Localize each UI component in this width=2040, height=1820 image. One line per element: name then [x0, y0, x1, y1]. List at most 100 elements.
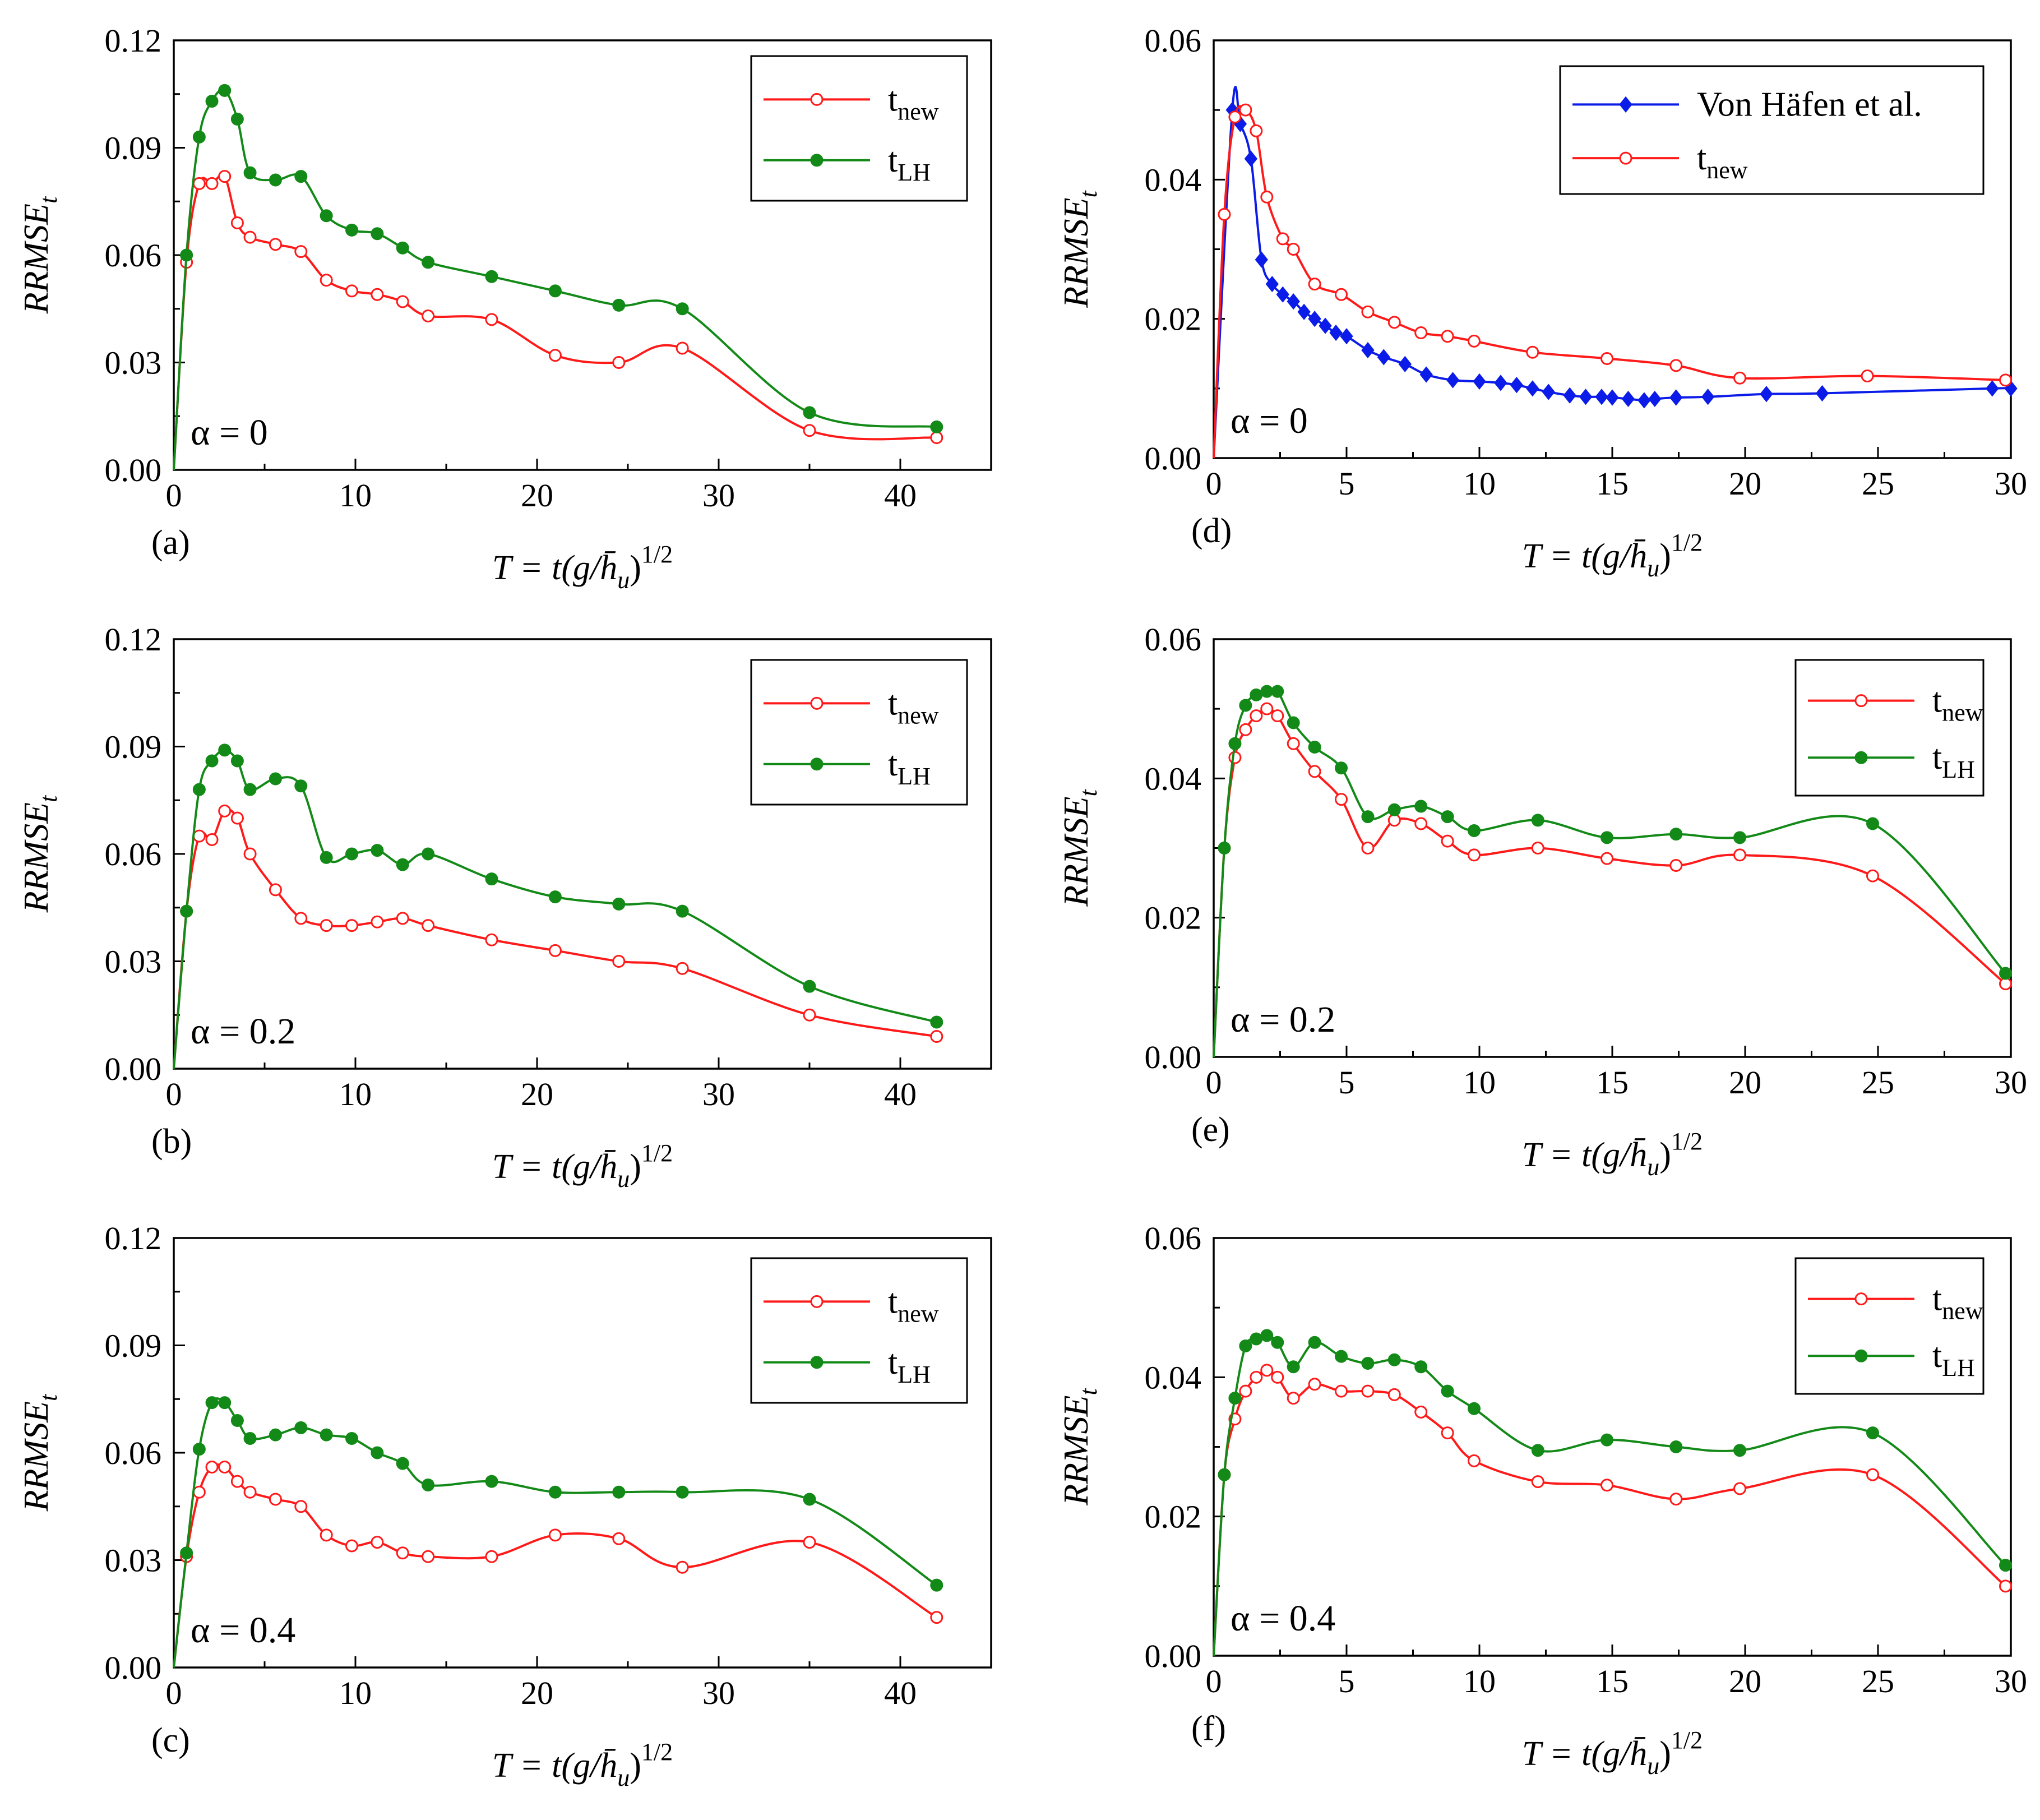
x-axis-title: T = t(g/h̄u)1/2	[1522, 1128, 1703, 1181]
x-tick-label: 10	[1463, 465, 1496, 502]
data-point	[180, 904, 193, 918]
data-point	[1319, 317, 1332, 334]
legend-marker	[810, 696, 824, 710]
legend-box	[750, 55, 968, 202]
y-tick-label: 0.00	[1145, 1638, 1202, 1674]
data-point	[803, 1493, 816, 1506]
data-point	[1866, 817, 1880, 830]
x-axis-title: T = t(g/h̄u)1/2	[1522, 529, 1703, 582]
data-point	[320, 209, 333, 223]
data-point	[803, 1536, 816, 1549]
data-point	[1228, 751, 1242, 764]
data-point	[1250, 124, 1263, 137]
data-point	[1531, 1475, 1544, 1489]
data-point	[1999, 977, 2013, 991]
data-point	[1414, 800, 1428, 813]
x-tick-label: 15	[1596, 465, 1629, 502]
x-tick-label: 20	[1729, 1064, 1761, 1101]
data-point	[320, 1428, 333, 1442]
series-tLH	[173, 1396, 943, 1668]
y-tick-label: 0.04	[1145, 760, 1202, 797]
chart-panel-f: 0 5 10 15 20 25 30 0.00 0.02 0.04 0.06 RRMSEt T = t(…	[1057, 1220, 2027, 1780]
x-tick-label: 30	[702, 1076, 735, 1112]
data-point	[1218, 842, 1231, 854]
data-point	[612, 1485, 626, 1499]
y-axis-title: RRMSEt	[17, 196, 62, 314]
series-tnew	[1213, 702, 2013, 1057]
data-point	[1999, 1579, 2013, 1593]
data-point	[1999, 1559, 2013, 1572]
series-tnew	[173, 170, 943, 470]
x-tick-label: 30	[1995, 1064, 2027, 1101]
data-point	[1308, 311, 1321, 327]
data-point	[1579, 389, 1593, 405]
x-axis-title: T = t(g/h̄u)1/2	[1522, 1726, 1703, 1780]
series-line	[1213, 687, 2006, 1057]
data-point	[1340, 328, 1353, 345]
data-point	[1473, 373, 1486, 390]
data-point	[1271, 709, 1284, 723]
data-point	[930, 420, 943, 433]
data-point	[1260, 1329, 1274, 1342]
x-tick-label: 0	[1206, 1663, 1222, 1699]
data-point	[1387, 1388, 1401, 1401]
alpha-annotation: α = 0.4	[1231, 1598, 1335, 1639]
x-tick-label: 10	[1463, 1064, 1496, 1101]
data-point	[1250, 1370, 1263, 1384]
x-axis-title: T = t(g/h̄u)1/2	[492, 1738, 673, 1791]
data-point	[1361, 341, 1375, 359]
data-point	[676, 962, 689, 975]
data-point	[612, 1532, 626, 1545]
data-point	[1733, 848, 1747, 862]
data-point	[1419, 366, 1433, 383]
x-tick-label: 15	[1596, 1064, 1629, 1101]
data-point	[1335, 1350, 1348, 1363]
data-point	[192, 1485, 206, 1499]
x-tick-label: 30	[1995, 1663, 2027, 1699]
y-tick-label: 0.06	[105, 237, 162, 274]
data-point	[1250, 709, 1263, 723]
data-point	[1308, 1336, 1321, 1349]
data-point	[218, 84, 232, 97]
data-point	[1287, 737, 1300, 750]
data-point	[1239, 1339, 1252, 1352]
data-point	[1669, 859, 1683, 872]
chart-panel-d: 0 5 10 15 20 25 30 0.00 0.02 0.04 0.06 RRMSEt T = t(…	[1057, 22, 2027, 582]
data-point	[1218, 207, 1231, 221]
alpha-annotation: α = 0	[1231, 400, 1308, 441]
legend-marker	[810, 1356, 824, 1369]
x-tick-label: 25	[1862, 465, 1894, 502]
data-point	[1329, 324, 1343, 341]
data-point	[1815, 385, 1829, 402]
data-point	[371, 1446, 384, 1459]
data-point	[1308, 740, 1321, 754]
series-tnew	[1213, 1364, 2013, 1656]
data-point	[230, 1475, 244, 1488]
data-point	[676, 302, 689, 316]
data-point	[1239, 1384, 1252, 1398]
data-point	[320, 919, 333, 932]
data-point	[422, 256, 435, 269]
data-point	[1414, 1360, 1428, 1374]
y-tick-label: 0.06	[1145, 1220, 1202, 1257]
data-point	[345, 223, 359, 237]
x-tick-label: 20	[1729, 1663, 1761, 1699]
data-point	[422, 847, 435, 861]
data-point	[1377, 349, 1391, 366]
data-point	[294, 1500, 308, 1513]
panel-label: (e)	[1191, 1111, 1230, 1149]
y-tick-label: 0.03	[105, 345, 162, 381]
data-point	[1287, 716, 1300, 729]
data-point	[243, 783, 257, 796]
data-point	[1361, 1384, 1375, 1398]
data-point	[612, 897, 626, 911]
y-tick-label: 0.06	[105, 1435, 162, 1471]
data-point	[1260, 702, 1274, 715]
data-point	[218, 804, 232, 817]
chart-panel-c: 0 10 20 30 40 0.00 0.03 0.06 0.09 0.12 RRMSEt T = t…	[17, 1220, 992, 1791]
data-point	[1228, 110, 1242, 124]
data-point	[1271, 685, 1284, 698]
data-point	[396, 1457, 409, 1470]
data-point	[1361, 1357, 1375, 1370]
